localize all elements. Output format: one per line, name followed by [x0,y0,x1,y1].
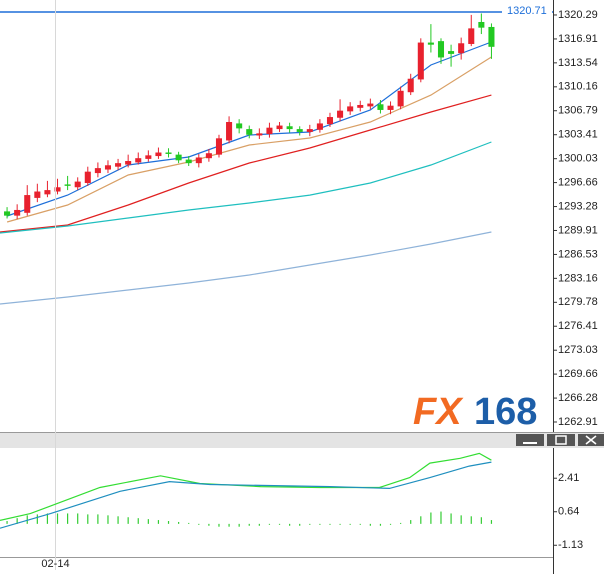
candle-body [316,123,323,130]
restore-icon [555,435,567,445]
candle-body [125,161,132,165]
candle-body [437,41,445,58]
candle-body [165,152,172,154]
y-tick-label: 1300.03 [558,153,598,165]
macd-line [0,461,492,529]
candle-body [115,163,122,167]
panel-header [0,432,604,448]
y-tick-label: -1.13 [558,539,583,551]
y-tick-label: 1303.41 [558,129,598,141]
y-tick-label: 1279.78 [558,296,598,308]
candle-body [387,105,394,110]
candle-body [478,21,485,28]
candle-body [104,165,112,170]
candle-body [226,122,233,141]
candle-body [448,51,455,54]
restore-button[interactable] [547,434,575,446]
last-price-label: 1320.71 [507,5,547,17]
y-tick-label: 0.64 [558,506,579,518]
candle-body [54,187,61,192]
candle-body [236,123,243,129]
candle-body [458,43,465,54]
minimize-button[interactable] [516,434,544,446]
watermark: 168 [474,391,537,433]
last-price-box [502,3,552,18]
moving-average [0,94,492,233]
candle-body [246,129,253,135]
candle-body [276,125,283,130]
candle-body [407,78,414,93]
candle-body [34,191,41,198]
candle-body [175,154,182,161]
candle-body [397,90,404,107]
candle-body [256,133,263,136]
candle-body [84,171,91,184]
candle-body [306,129,313,132]
y-tick-label: 1266.28 [558,392,598,404]
y-tick-label: 1283.16 [558,272,598,284]
y-tick-label: 1310.16 [558,81,598,93]
candle-body [468,28,475,44]
candle-body [24,195,31,213]
candle-body [64,184,71,186]
candle-body [145,155,152,159]
y-tick-label: 1316.91 [558,33,598,45]
candle-body [417,42,424,80]
candle-body [347,106,354,112]
y-tick-label: 1313.54 [558,57,598,69]
candle-body [427,42,434,45]
moving-average [0,231,492,305]
candle-body [74,181,81,188]
y-tick-label: 1276.41 [558,320,598,332]
y-tick-label: 1289.91 [558,224,598,236]
candle-body [357,104,364,108]
candle-body [94,168,101,174]
candle-body [377,104,384,110]
y-tick-label: 1262.91 [558,416,598,428]
candle-body [367,103,374,107]
close-icon [585,435,597,445]
y-tick-label: 1320.29 [558,9,598,21]
window-buttons [516,434,604,446]
macd-line [0,452,492,521]
y-tick-label: 2.41 [558,472,579,484]
candle-body [44,190,51,195]
y-tick-label: 1293.28 [558,200,598,212]
moving-average [0,141,492,234]
y-tick-label: 1269.66 [558,368,598,380]
candle-body [326,117,334,125]
candle-body [4,211,11,216]
moving-average [6,56,492,223]
candle-body [195,157,202,164]
candle-body [337,110,344,118]
candle-body [488,26,495,47]
candle-body [266,127,273,135]
candle-body [155,152,162,157]
x-tick-label: 02-14 [41,558,69,570]
y-tick-label: 1306.79 [558,105,598,117]
candle-body [185,159,192,164]
y-tick-label: 1273.03 [558,344,598,356]
y-tick-label: 1286.53 [558,248,598,260]
candle-body [215,138,223,155]
candle-body [14,209,21,216]
candle-body [205,153,212,159]
candle-body [296,129,303,132]
candle-body [286,126,293,130]
candle-body [135,158,142,163]
y-tick-label: 1296.66 [558,176,598,188]
watermark: FX [413,391,464,433]
